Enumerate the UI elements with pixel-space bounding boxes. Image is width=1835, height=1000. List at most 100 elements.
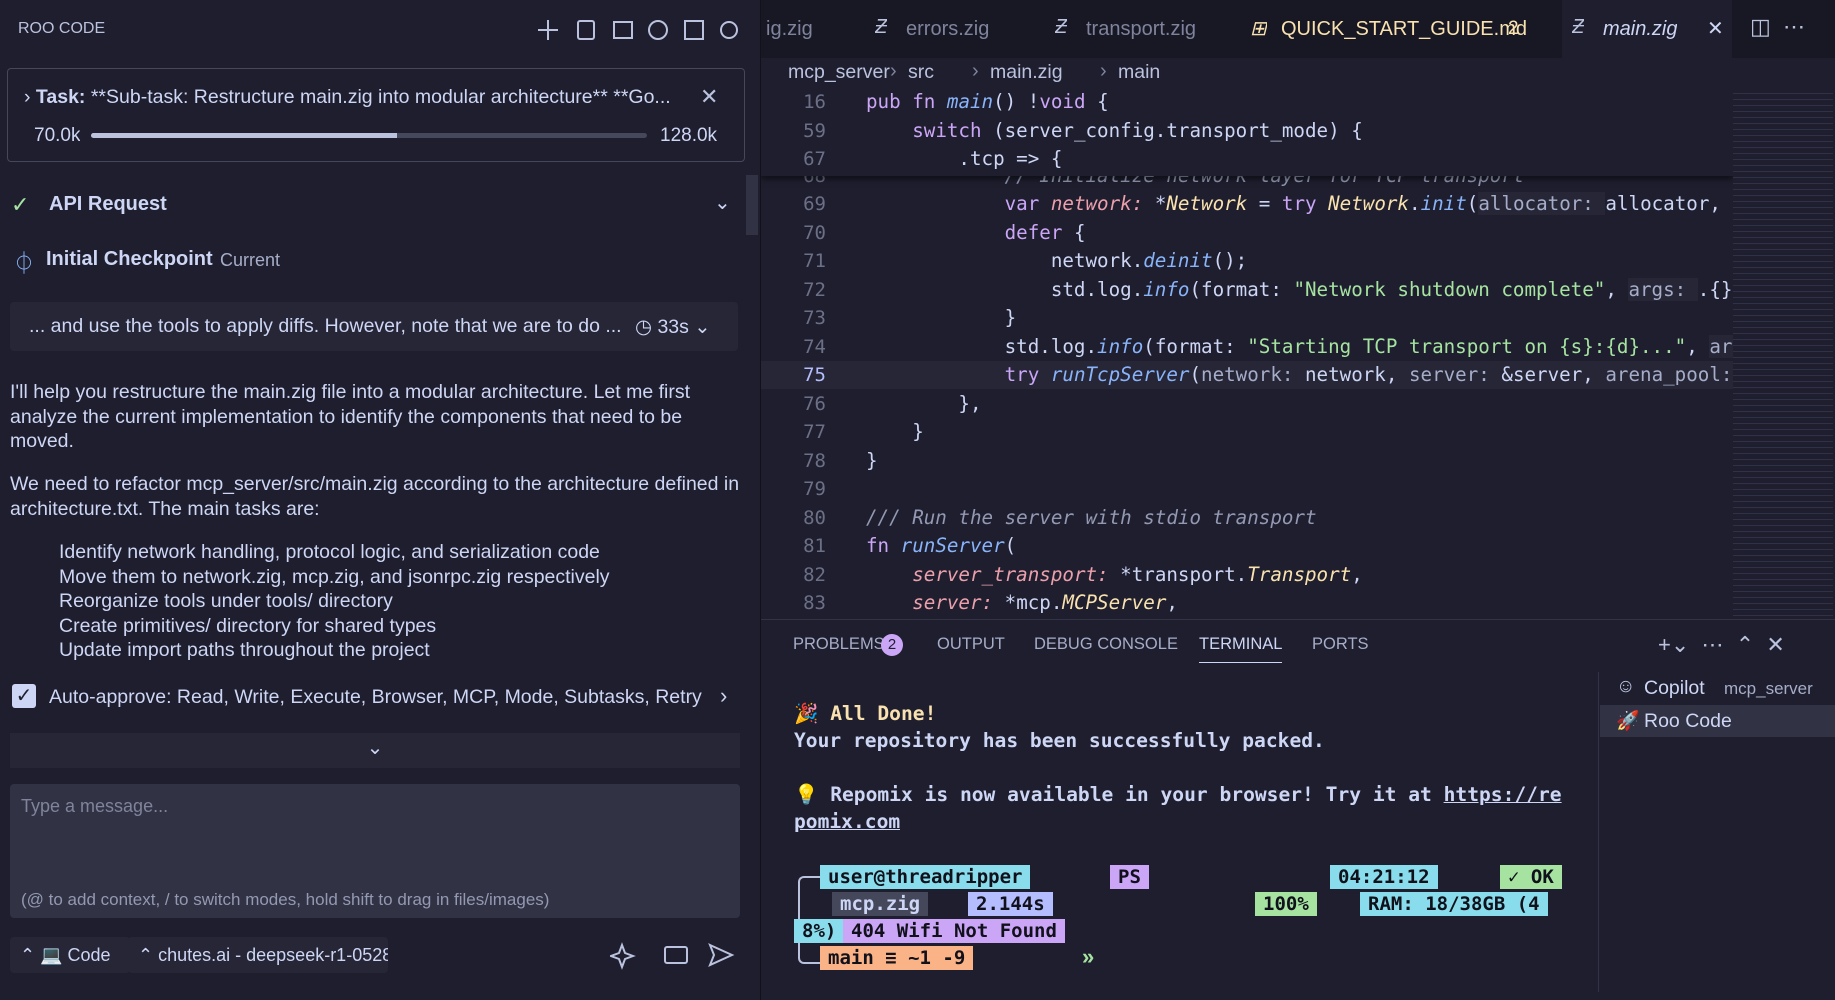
breadcrumb[interactable]: main: [1118, 61, 1161, 83]
code-text: server_transport: *transport.Transport,: [912, 562, 1363, 586]
prompts-button[interactable]: [577, 20, 595, 40]
terminal-name: Roo Code: [1644, 710, 1732, 732]
prompt-segment: 2.144s: [968, 892, 1053, 916]
breadcrumb[interactable]: src: [908, 61, 934, 83]
mcp-button[interactable]: [613, 21, 633, 39]
checkpoint-icon: ⏀: [13, 251, 36, 276]
input-hint: (@ to add context, / to switch modes, ho…: [21, 890, 550, 909]
terminal-line: 💡 Repomix is now available in your brows…: [794, 783, 1574, 806]
image-button[interactable]: [664, 946, 688, 964]
code-line: 75 try runTcpServer(network: network, se…: [761, 361, 1733, 389]
line-number: 81: [803, 535, 826, 557]
list-item: Reorganize tools under tools/ directory: [59, 590, 393, 612]
tab-close[interactable]: ✕: [1707, 18, 1724, 40]
send-button[interactable]: [708, 943, 735, 967]
task-box: [7, 68, 745, 162]
line-number: 70: [803, 221, 826, 244]
prompt-segment: ✓ OK: [1500, 865, 1562, 889]
prompt-arrow: »: [1082, 944, 1095, 969]
breadcrumb-separator: ›: [1100, 60, 1107, 82]
message-input[interactable]: [10, 784, 740, 918]
code-text: network.deinit();: [866, 249, 1248, 272]
api-request[interactable]: API Request: [49, 193, 167, 215]
terminal-link[interactable]: pomix.com: [794, 810, 901, 833]
input-actions: [610, 942, 735, 970]
context-window: 128.0k: [660, 125, 718, 146]
line-number: 73: [803, 307, 826, 329]
terminal-entry[interactable]: Roo Code 🚀: [1600, 705, 1835, 737]
code-line: 77 }: [761, 418, 1733, 446]
panel-tab[interactable]: PROBLEMS: [793, 635, 885, 653]
terminal-name: Copilot: [1644, 677, 1705, 699]
terminal-link[interactable]: https://re: [1443, 783, 1562, 806]
task-label: Task:: [35, 86, 86, 108]
line-number: 80: [803, 506, 826, 529]
context-bar-fill: [91, 133, 397, 138]
close-task[interactable]: ✕: [700, 84, 719, 109]
minimap: [1733, 88, 1833, 618]
code-area: 68 // Initialize network layer for TCP t…: [761, 88, 1733, 618]
code-line: 16 pub fn main() !void {: [761, 88, 1733, 116]
code-text: }: [866, 306, 1017, 329]
new-task-button[interactable]: [538, 20, 558, 40]
tab-label: ig.zig: [766, 18, 813, 40]
panel-tab[interactable]: DEBUG CONSOLE: [1034, 635, 1178, 653]
line-number: 76: [803, 392, 826, 415]
line-number: 67: [803, 148, 826, 170]
line-number: 71: [803, 250, 826, 272]
code-line: 76 },: [761, 390, 1733, 418]
checkbox[interactable]: ✓: [12, 684, 36, 708]
sidebar-title: ROO CODE: [18, 20, 106, 37]
paragraph: We need to refactor mcp_server/src/main.…: [10, 473, 740, 520]
settings-button[interactable]: [720, 21, 738, 39]
code-text: switch (server_config.transport_mode) {: [912, 118, 1363, 142]
tab[interactable]: ⊞ QUICK_START_GUIDE.md 2: [1240, 0, 1558, 58]
tab-label: main.zig: [1603, 18, 1678, 40]
line-number: 79: [803, 478, 826, 500]
breadcrumb[interactable]: main.zig: [990, 61, 1063, 83]
code-text: pub fn main() !void {: [866, 90, 1109, 113]
code-line: 70 defer {: [761, 219, 1733, 247]
terminal-entry[interactable]: Copilot mcp_server ☺: [1600, 672, 1835, 704]
terminal-list-border: [1598, 672, 1599, 992]
code-line: 80 /// Run the server with stdio transpor…: [761, 504, 1733, 532]
line-number: 75: [803, 364, 826, 386]
auto-approve-chevron[interactable]: ›: [720, 683, 728, 708]
reasoning-box[interactable]: [10, 302, 738, 351]
code-line: 73 }: [761, 304, 1733, 332]
breadcrumb-separator: ›: [890, 60, 897, 82]
code-line: 82 server_transport: *transport.Transpor…: [761, 561, 1733, 589]
line-number: 59: [803, 119, 826, 142]
expand-chevron[interactable]: ⌄: [714, 192, 731, 214]
enhance-button[interactable]: [610, 942, 636, 970]
list-item: Create primitives/ directory for shared …: [59, 614, 437, 637]
tab-badge: 2: [1508, 18, 1519, 39]
tab[interactable]: ig.zig: [761, 0, 861, 58]
task-line[interactable]: › Task: **Sub-task: Restructure main.zig…: [24, 86, 671, 108]
code-line: 69 var network: *Network = try Network.i…: [761, 190, 1733, 218]
code-text: fn runServer(: [866, 534, 1017, 557]
popout-button[interactable]: [684, 20, 704, 40]
breadcrumb[interactable]: mcp_server: [788, 61, 890, 83]
tab-label: transport.zig: [1086, 18, 1197, 40]
editor-actions[interactable]: ◫ ⋯: [1750, 14, 1806, 39]
tab-label: errors.zig: [906, 18, 990, 40]
code-text: std.log.info(format: "Network shutdown c…: [866, 277, 1733, 301]
auto-approve[interactable]: Auto-approve: Read, Write, Execute, Brow…: [49, 686, 702, 708]
line-number: 78: [803, 449, 826, 472]
collapse-bar[interactable]: ⌄: [10, 733, 740, 768]
history-button[interactable]: [648, 20, 668, 40]
panel-tab[interactable]: OUTPUT: [937, 635, 1005, 653]
tab-icon: Ƶ: [1055, 16, 1068, 38]
reasoning-duration: 33s: [657, 316, 689, 338]
panel-tab[interactable]: TERMINAL: [1199, 635, 1283, 663]
model-selector[interactable]: ⌃ chutes.ai - deepseek-r1-0528: [128, 937, 388, 973]
mode-selector[interactable]: ⌃ 💻 Code: [10, 937, 130, 973]
panel-actions[interactable]: +⌄ ⋯ ⌃ ✕: [1658, 632, 1785, 657]
line-number: 77: [803, 421, 826, 443]
tab-icon: Ƶ: [875, 16, 888, 38]
panel-tab[interactable]: PORTS: [1312, 635, 1369, 653]
